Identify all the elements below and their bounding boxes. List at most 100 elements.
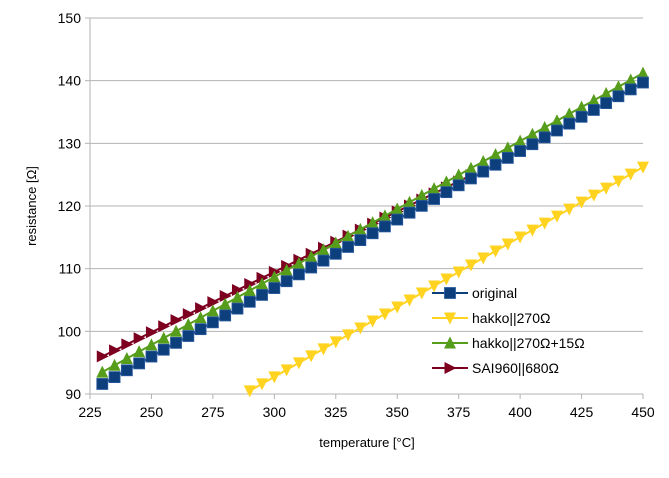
data-point: [231, 283, 244, 296]
series-layer: [96, 66, 649, 398]
data-point: [317, 243, 330, 256]
data-point: [637, 66, 649, 79]
data-point: [637, 161, 649, 174]
y-tick-label: 150: [58, 10, 82, 26]
legend-label: hakko||270Ω: [472, 310, 550, 326]
legend-marker: [444, 336, 456, 349]
data-point: [575, 100, 588, 113]
data-point: [551, 124, 563, 137]
data-point: [133, 332, 146, 345]
data-point: [575, 110, 588, 123]
data-point: [428, 193, 440, 205]
data-point: [182, 318, 195, 331]
data-point: [600, 87, 613, 100]
data-point: [108, 358, 121, 371]
axes: [85, 17, 644, 399]
data-point: [489, 245, 502, 258]
data-point: [440, 175, 453, 188]
data-point: [256, 289, 268, 301]
y-tick-label: 90: [65, 386, 81, 402]
data-point: [170, 324, 183, 337]
data-point: [391, 213, 404, 226]
data-point: [194, 323, 207, 336]
data-point: [440, 273, 453, 286]
data-point: [563, 203, 576, 216]
legend-label: hakko||270Ω+15Ω: [472, 335, 585, 351]
series-0: [96, 76, 649, 390]
data-point: [170, 314, 183, 327]
data-point: [207, 296, 220, 309]
data-point: [243, 385, 256, 398]
data-point: [256, 378, 269, 391]
data-point: [587, 189, 600, 202]
data-point: [612, 80, 625, 93]
data-point: [415, 199, 428, 212]
data-point: [526, 127, 539, 140]
data-point: [501, 152, 514, 164]
data-point: [403, 195, 416, 208]
data-point: [550, 114, 563, 127]
data-point: [538, 131, 551, 144]
legend-marker: [444, 362, 457, 374]
data-point: [305, 350, 318, 363]
data-point: [464, 161, 477, 174]
data-point: [575, 196, 588, 209]
data-point: [292, 357, 305, 370]
data-point: [231, 302, 244, 315]
data-point: [158, 320, 171, 333]
data-point: [428, 182, 441, 195]
data-point: [342, 329, 355, 342]
tick-labels: 90 100 110 120 130 140 150 225 250 275 300 325 350 37…: [58, 10, 655, 420]
data-point: [637, 76, 649, 89]
data-point: [108, 371, 121, 384]
data-point: [403, 294, 416, 307]
data-point: [624, 168, 637, 181]
data-point: [342, 229, 355, 242]
data-point: [133, 357, 146, 370]
data-point: [403, 206, 416, 219]
data-point: [194, 311, 207, 324]
data-point: [624, 73, 637, 86]
data-point: [182, 330, 195, 342]
data-point: [391, 301, 404, 314]
data-point: [428, 280, 441, 293]
data-point: [219, 290, 232, 303]
data-point: [231, 290, 244, 303]
data-point: [538, 217, 551, 230]
data-point: [477, 154, 490, 167]
gridlines: [90, 17, 643, 395]
data-point: [366, 315, 379, 328]
x-axis-title: temperature [°C]: [319, 435, 415, 450]
data-point: [354, 234, 367, 247]
data-point: [317, 254, 330, 267]
data-point: [501, 238, 514, 251]
data-point: [465, 172, 477, 185]
series-2: [96, 66, 649, 378]
y-tick-label: 120: [58, 198, 82, 214]
data-point: [501, 141, 514, 154]
data-point: [305, 250, 318, 263]
data-point: [243, 284, 256, 297]
data-point: [206, 304, 219, 317]
data-point: [268, 270, 281, 283]
data-point: [120, 364, 133, 377]
data-point: [243, 295, 256, 308]
data-point: [268, 282, 281, 294]
data-point: [612, 90, 625, 103]
data-point: [206, 316, 219, 329]
data-point: [514, 231, 527, 244]
data-point: [378, 308, 391, 321]
x-tick-label: 300: [263, 404, 287, 420]
data-point: [366, 216, 379, 229]
data-point: [219, 297, 232, 310]
data-point: [415, 188, 428, 201]
legend-label: SAI960||680Ω: [472, 360, 559, 376]
data-point: [329, 247, 342, 260]
y-tick-label: 110: [59, 261, 82, 277]
data-point: [452, 179, 465, 192]
data-point: [317, 343, 330, 356]
y-tick-label: 130: [58, 135, 82, 151]
data-point: [612, 175, 625, 188]
